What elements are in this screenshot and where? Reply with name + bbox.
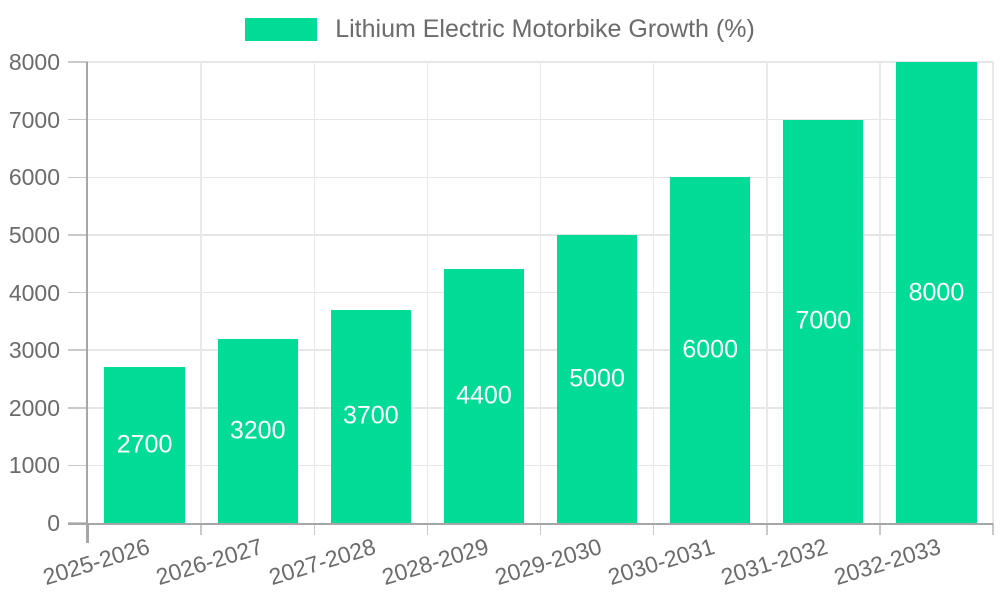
plot-area: 0 1000 2000 3000 4000 5000 6000 7000 8000 2700 202… — [9, 49, 994, 590]
bar-value-label: 5000 — [569, 364, 625, 393]
y-axis-line — [86, 62, 88, 543]
y-tick-mark — [68, 61, 88, 63]
chart-legend[interactable]: Lithium Electric Motorbike Growth (%) — [0, 14, 1000, 44]
gridline-vertical — [313, 62, 315, 523]
x-axis-tick-label: 2027-2028 — [265, 533, 379, 591]
gridline-vertical — [200, 62, 202, 523]
bar[interactable]: 6000 — [670, 177, 751, 523]
gridline-vertical — [766, 62, 768, 523]
x-axis-tick-label: 2028-2029 — [378, 533, 492, 591]
x-axis-tick-label: 2032-2033 — [831, 533, 945, 591]
y-axis-tick-label: 0 — [47, 510, 60, 536]
x-tick-mark — [87, 523, 89, 543]
y-axis-tick-label: 2000 — [8, 394, 60, 421]
gridline-vertical — [879, 62, 881, 523]
x-axis-tick-label: 2025-2026 — [39, 533, 153, 591]
y-tick-mark — [68, 464, 88, 467]
legend-label: Lithium Electric Motorbike Growth (%) — [335, 15, 755, 43]
x-tick-mark — [539, 523, 542, 535]
y-tick-mark — [68, 176, 88, 178]
y-axis-tick-label: 3000 — [8, 337, 60, 364]
bar[interactable]: 5000 — [556, 234, 638, 523]
y-axis-tick-label: 7000 — [8, 106, 60, 133]
bar[interactable]: 2700 — [104, 367, 185, 523]
bar[interactable]: 4400 — [443, 269, 525, 523]
legend-swatch — [245, 17, 318, 41]
x-axis-tick-label: 2026-2027 — [152, 533, 266, 591]
bar[interactable]: 3200 — [217, 338, 298, 523]
bar-value-label: 2700 — [116, 430, 173, 459]
x-tick-mark — [652, 523, 655, 535]
bar[interactable]: 3700 — [330, 309, 411, 523]
bar[interactable]: 8000 — [896, 62, 977, 523]
bar-value-label: 6000 — [682, 335, 738, 364]
y-axis-tick-label: 8000 — [8, 49, 60, 75]
y-tick-mark — [68, 234, 88, 236]
y-tick-mark — [68, 291, 88, 294]
gridline-vertical — [426, 62, 429, 523]
x-axis-tick-label: 2029-2030 — [491, 533, 605, 591]
gridline-vertical — [539, 62, 542, 523]
y-tick-mark — [68, 118, 88, 121]
x-axis-tick-label: 2031-2032 — [718, 533, 831, 591]
x-axis-line — [68, 523, 993, 525]
bar-value-label: 8000 — [908, 278, 965, 306]
bar-value-label: 3700 — [342, 401, 399, 430]
x-tick-mark — [200, 523, 202, 535]
y-tick-mark — [68, 407, 88, 409]
bar-value-label: 7000 — [795, 306, 852, 335]
bar[interactable]: 7000 — [783, 119, 864, 523]
x-tick-mark — [313, 523, 315, 535]
gridline-vertical — [652, 62, 655, 523]
bar-value-label: 3200 — [229, 416, 286, 445]
x-tick-mark — [766, 523, 768, 535]
x-tick-mark — [992, 523, 994, 535]
y-axis-tick-label: 4000 — [8, 279, 60, 306]
y-tick-mark — [68, 349, 88, 351]
x-axis-tick-label: 2030-2031 — [604, 533, 718, 591]
y-axis-tick-label: 5000 — [8, 221, 60, 248]
x-tick-mark — [426, 523, 429, 535]
bar-value-label: 4400 — [456, 381, 512, 410]
gridline-vertical — [992, 62, 994, 523]
x-tick-mark — [879, 523, 881, 535]
y-axis-tick-label: 6000 — [8, 164, 60, 191]
y-axis-tick-label: 1000 — [8, 452, 60, 479]
